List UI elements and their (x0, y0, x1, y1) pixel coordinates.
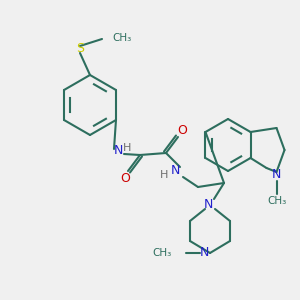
Text: CH₃: CH₃ (267, 196, 286, 206)
Text: O: O (120, 172, 130, 184)
Text: S: S (76, 43, 84, 56)
Text: CH₃: CH₃ (153, 248, 172, 258)
Text: N: N (199, 247, 209, 260)
Text: O: O (177, 124, 187, 137)
Text: H: H (160, 170, 168, 180)
Text: H: H (123, 143, 131, 153)
Text: N: N (170, 164, 180, 178)
Text: N: N (272, 169, 281, 182)
Text: N: N (203, 199, 213, 212)
Text: N: N (113, 145, 123, 158)
Text: CH₃: CH₃ (112, 33, 131, 43)
